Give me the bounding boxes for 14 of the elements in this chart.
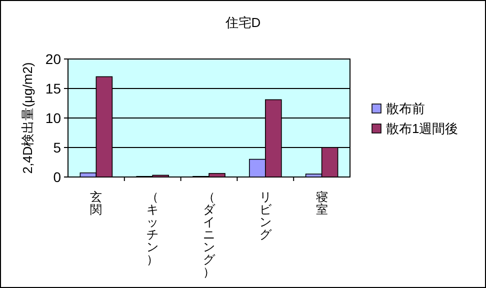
chart-title: 住宅D [224,15,261,30]
legend-label: 散布前 [386,101,425,116]
x-tick-label: リビング [259,190,272,242]
legend-label: 散布1週間後 [386,121,458,136]
x-tick-label: （ダイニング） [203,190,216,279]
x-tick-label: 玄関 [90,190,102,216]
y-axis-title: 2,4D検出量(μg/m2) [20,62,35,174]
y-tick-label: 15 [45,80,62,96]
y-tick-label: 0 [53,169,62,185]
x-tick-label: （キッチン） [146,190,159,266]
y-tick-label: 20 [45,51,62,67]
x-tick-label: 寝室 [316,190,328,216]
y-tick-label: 10 [45,110,62,126]
y-tick-label: 5 [53,140,62,156]
